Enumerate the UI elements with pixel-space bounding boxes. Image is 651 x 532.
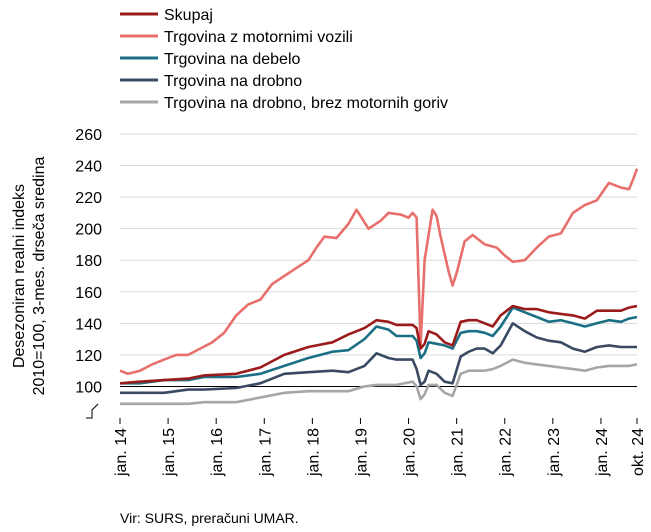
series-line-4 <box>120 358 638 406</box>
legend-label: Trgovina na drobno <box>164 73 302 90</box>
x-tick-label: okt. 24 <box>630 428 647 476</box>
x-axis: jan. 14 jan. 15 jan. 16 jan. 17 jan. 18 jan. … <box>113 418 647 477</box>
x-tick-label: jan. 20 <box>402 428 419 477</box>
legend-label: Trgovina na debelo <box>164 51 300 68</box>
y-axis: 100 120 140 160 180 200 220 240 260 <box>75 127 102 419</box>
y-tick-label: 220 <box>75 190 102 207</box>
y-axis-label-line-2: 2010=100, 3-mes. drseča sredina <box>31 156 48 395</box>
x-tick-label: jan. 15 <box>161 428 178 477</box>
y-tick-label: 120 <box>75 348 102 365</box>
legend: Skupaj Trgovina z motornimi vozili Trgovin… <box>120 7 448 112</box>
x-tick-label: jan. 23 <box>546 428 563 477</box>
y-tick-label: 180 <box>75 253 102 270</box>
x-tick-label: jan. 21 <box>450 428 467 477</box>
x-tick-label: jan. 14 <box>113 428 130 477</box>
y-tick-label: 240 <box>75 159 102 176</box>
series-lines <box>119 168 639 406</box>
y-tick-label: 100 <box>75 379 102 396</box>
y-tick-label: 260 <box>75 127 102 144</box>
series-line-2 <box>120 306 638 385</box>
y-axis-label-line-1: Desezoniran realni indeks <box>11 184 28 368</box>
series-line-3 <box>120 322 637 395</box>
legend-label: Skupaj <box>164 7 213 24</box>
y-tick-label: 160 <box>75 285 102 302</box>
legend-label: Trgovina na drobno, brez motornih goriv <box>164 95 448 112</box>
x-tick-label: jan. 17 <box>257 428 274 477</box>
x-tick-label: jan. 22 <box>498 428 515 477</box>
y-tick-label: 140 <box>75 316 102 333</box>
x-tick-label: jan. 19 <box>353 428 370 477</box>
x-tick-label: jan. 18 <box>305 428 322 477</box>
axis-break-mark <box>86 403 99 419</box>
x-tick-label: jan. 16 <box>209 428 226 477</box>
y-tick-label: 200 <box>75 222 102 239</box>
source-note: Vir: SURS, preračuni UMAR. <box>120 510 299 526</box>
series-line-0 <box>119 304 638 385</box>
grid <box>120 133 637 387</box>
series-line-1 <box>119 168 639 376</box>
x-tick-label: jan. 24 <box>594 428 611 477</box>
legend-label: Trgovina z motornimi vozili <box>164 29 353 46</box>
